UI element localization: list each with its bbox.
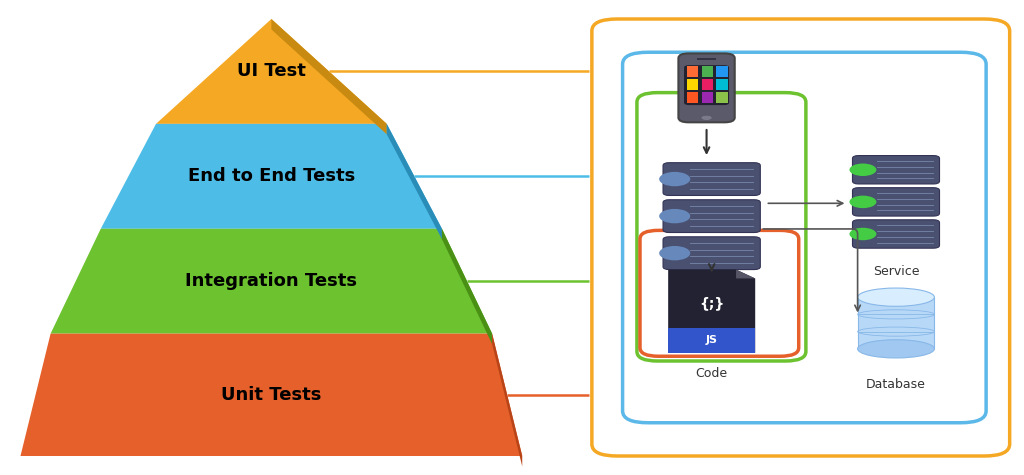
Circle shape: [659, 172, 690, 186]
Bar: [717, 66, 728, 77]
Text: Code: Code: [695, 367, 728, 380]
Bar: [701, 92, 714, 103]
Bar: [687, 79, 698, 90]
Bar: [701, 66, 714, 77]
Bar: [687, 92, 698, 103]
Polygon shape: [442, 229, 493, 344]
FancyBboxPatch shape: [678, 54, 735, 123]
Bar: [696, 58, 717, 60]
Polygon shape: [387, 124, 442, 239]
Text: End to End Tests: End to End Tests: [187, 167, 355, 185]
Polygon shape: [156, 19, 387, 124]
Polygon shape: [668, 270, 755, 352]
Polygon shape: [493, 333, 522, 466]
Bar: [717, 79, 728, 90]
FancyBboxPatch shape: [664, 237, 760, 269]
FancyBboxPatch shape: [664, 162, 760, 196]
Circle shape: [850, 163, 877, 176]
Text: JS: JS: [706, 335, 718, 345]
Text: Integration Tests: Integration Tests: [185, 272, 357, 290]
Polygon shape: [50, 229, 493, 333]
Circle shape: [659, 209, 690, 223]
FancyBboxPatch shape: [852, 156, 940, 184]
Circle shape: [850, 228, 877, 240]
Polygon shape: [100, 124, 442, 229]
Polygon shape: [271, 19, 387, 134]
Text: {;}: {;}: [699, 296, 724, 310]
FancyBboxPatch shape: [664, 200, 760, 232]
Polygon shape: [20, 333, 522, 456]
Circle shape: [659, 246, 690, 260]
FancyBboxPatch shape: [852, 220, 940, 248]
Text: Unit Tests: Unit Tests: [221, 386, 322, 404]
Circle shape: [850, 196, 877, 208]
Circle shape: [700, 115, 713, 121]
Bar: [687, 66, 698, 77]
FancyBboxPatch shape: [852, 188, 940, 216]
Text: UI Test: UI Test: [237, 62, 306, 80]
Text: Service: Service: [872, 265, 920, 278]
Bar: [668, 328, 755, 352]
Ellipse shape: [858, 288, 934, 306]
Bar: [701, 79, 714, 90]
Bar: [717, 92, 728, 103]
Text: Database: Database: [866, 378, 926, 390]
Bar: [858, 297, 934, 349]
Ellipse shape: [858, 340, 934, 358]
FancyBboxPatch shape: [684, 65, 729, 105]
Polygon shape: [736, 270, 755, 278]
